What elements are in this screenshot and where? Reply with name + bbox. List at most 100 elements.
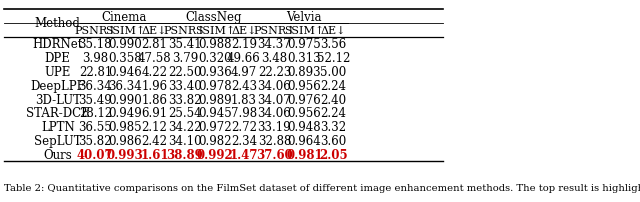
Text: 2.19: 2.19 — [231, 38, 257, 51]
Text: 2.12: 2.12 — [141, 121, 168, 134]
Text: 0.945: 0.945 — [198, 107, 232, 120]
Text: 0.320: 0.320 — [198, 52, 232, 65]
Text: 0.985: 0.985 — [109, 121, 142, 134]
Text: SSIM↑: SSIM↑ — [284, 26, 324, 36]
Text: 6.91: 6.91 — [141, 107, 168, 120]
Text: 1.86: 1.86 — [141, 93, 168, 106]
Text: 34.06: 34.06 — [257, 107, 291, 120]
Text: 3.48: 3.48 — [261, 52, 287, 65]
Text: 0.972: 0.972 — [198, 121, 232, 134]
Text: 37.60: 37.60 — [256, 148, 292, 161]
Text: 0.956: 0.956 — [287, 107, 321, 120]
Text: PSNR↑: PSNR↑ — [164, 26, 206, 36]
Text: 36.34: 36.34 — [108, 79, 142, 92]
Text: 33.19: 33.19 — [258, 121, 291, 134]
Text: 0.313: 0.313 — [287, 52, 321, 65]
Text: 0.936: 0.936 — [198, 66, 232, 79]
Text: Velvia: Velvia — [286, 11, 321, 23]
Text: 35.49: 35.49 — [79, 93, 112, 106]
Text: 34.10: 34.10 — [168, 135, 202, 147]
Text: PSNR↑: PSNR↑ — [253, 26, 296, 36]
Text: LPTN: LPTN — [41, 121, 75, 134]
Text: 38.89: 38.89 — [166, 148, 204, 161]
Text: 34.37: 34.37 — [257, 38, 291, 51]
Text: 0.992: 0.992 — [196, 148, 233, 161]
Text: 35.41: 35.41 — [168, 38, 202, 51]
Text: 0.986: 0.986 — [109, 135, 142, 147]
Text: 0.975: 0.975 — [287, 38, 321, 51]
Text: Cinema: Cinema — [102, 11, 147, 23]
Text: SepLUT: SepLUT — [34, 135, 81, 147]
Text: 28.12: 28.12 — [79, 107, 112, 120]
Text: 33.40: 33.40 — [168, 79, 202, 92]
Text: 2.34: 2.34 — [231, 135, 257, 147]
Text: PSNR↑: PSNR↑ — [74, 26, 116, 36]
Text: 22.50: 22.50 — [168, 66, 202, 79]
Text: 0.988: 0.988 — [198, 38, 232, 51]
Text: 2.05: 2.05 — [319, 148, 348, 161]
Text: 52.12: 52.12 — [317, 52, 350, 65]
Text: 0.956: 0.956 — [287, 79, 321, 92]
Text: 2.81: 2.81 — [141, 38, 168, 51]
Text: DPE: DPE — [45, 52, 70, 65]
Text: 0.978: 0.978 — [198, 79, 232, 92]
Text: 2.43: 2.43 — [231, 79, 257, 92]
Text: 0.358: 0.358 — [109, 52, 142, 65]
Text: 0.981: 0.981 — [286, 148, 323, 161]
Text: 2.42: 2.42 — [141, 135, 168, 147]
Text: 35.82: 35.82 — [79, 135, 112, 147]
Text: 0.990: 0.990 — [108, 38, 142, 51]
Text: 4.97: 4.97 — [231, 66, 257, 79]
Text: 1.83: 1.83 — [231, 93, 257, 106]
Text: 22.81: 22.81 — [79, 66, 112, 79]
Text: 34.22: 34.22 — [168, 121, 202, 134]
Text: ClassNeg: ClassNeg — [186, 11, 242, 23]
Text: 7.98: 7.98 — [231, 107, 257, 120]
Text: ΔE↓: ΔE↓ — [321, 26, 346, 36]
Text: 2.40: 2.40 — [321, 93, 347, 106]
Text: 32.88: 32.88 — [258, 135, 291, 147]
Text: 0.989: 0.989 — [198, 93, 232, 106]
Text: HDRNet: HDRNet — [33, 38, 83, 51]
Text: Table 2: Quantitative comparisons on the FilmSet dataset of different image enha: Table 2: Quantitative comparisons on the… — [4, 183, 640, 192]
Text: Method: Method — [35, 17, 81, 30]
Text: 0.976: 0.976 — [287, 93, 321, 106]
Text: 2.72: 2.72 — [231, 121, 257, 134]
Text: 0.893: 0.893 — [287, 66, 321, 79]
Text: 3.56: 3.56 — [321, 38, 347, 51]
Text: 40.07: 40.07 — [77, 148, 114, 161]
Text: 2.24: 2.24 — [321, 107, 346, 120]
Text: 0.982: 0.982 — [198, 135, 232, 147]
Text: 0.946: 0.946 — [108, 66, 142, 79]
Text: ΔE↓: ΔE↓ — [231, 26, 257, 36]
Text: 1.96: 1.96 — [141, 79, 168, 92]
Text: 49.66: 49.66 — [227, 52, 261, 65]
Text: 25.54: 25.54 — [168, 107, 202, 120]
Text: 2.24: 2.24 — [321, 79, 346, 92]
Text: 36.34: 36.34 — [79, 79, 112, 92]
Text: STAR-DCE: STAR-DCE — [26, 107, 90, 120]
Text: SSIM↑: SSIM↑ — [195, 26, 235, 36]
Text: SSIM↑: SSIM↑ — [105, 26, 145, 36]
Text: 1.47: 1.47 — [230, 148, 258, 161]
Text: 3D-LUT: 3D-LUT — [35, 93, 81, 106]
Text: 0.948: 0.948 — [287, 121, 321, 134]
Text: 3.98: 3.98 — [83, 52, 108, 65]
Text: 3.32: 3.32 — [321, 121, 347, 134]
Text: ΔE↓: ΔE↓ — [141, 26, 167, 36]
Text: 5.00: 5.00 — [321, 66, 347, 79]
Text: 0.949: 0.949 — [108, 107, 142, 120]
Text: UPE: UPE — [45, 66, 71, 79]
Text: 34.06: 34.06 — [257, 79, 291, 92]
Text: 3.60: 3.60 — [321, 135, 347, 147]
Text: 4.22: 4.22 — [141, 66, 168, 79]
Text: 47.58: 47.58 — [138, 52, 172, 65]
Text: DeepLPF: DeepLPF — [30, 79, 85, 92]
Text: 34.07: 34.07 — [257, 93, 291, 106]
Text: Ours: Ours — [44, 148, 72, 161]
Text: 33.82: 33.82 — [168, 93, 202, 106]
Text: 3.79: 3.79 — [172, 52, 198, 65]
Text: 0.964: 0.964 — [287, 135, 321, 147]
Text: 0.993: 0.993 — [107, 148, 144, 161]
Text: 36.55: 36.55 — [79, 121, 112, 134]
